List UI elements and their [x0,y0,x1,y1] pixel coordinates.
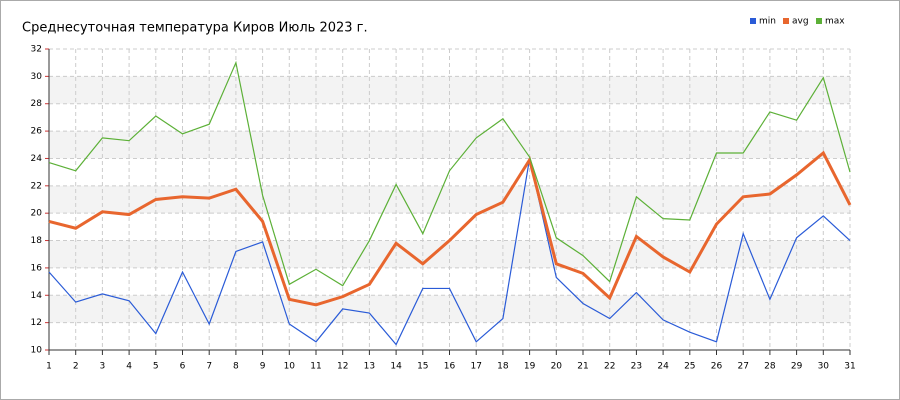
y-tick-label: 16 [31,263,43,273]
x-tick-label: 27 [737,362,748,372]
x-tick-label: 24 [657,362,669,372]
legend-swatch [750,18,756,24]
x-tick-label: 22 [604,362,615,372]
x-tick-label: 31 [844,362,855,372]
x-tick-label: 28 [764,362,776,372]
x-tick-label: 20 [551,362,563,372]
y-tick-label: 14 [31,291,43,301]
y-tick-label: 26 [31,127,43,137]
x-tick-label: 25 [684,362,695,372]
y-tick-label: 28 [31,99,43,109]
x-tick-label: 16 [444,362,456,372]
legend-label: avg [792,17,809,27]
y-tick-label: 30 [31,72,43,82]
y-tick-label: 32 [31,45,42,55]
x-tick-label: 29 [791,362,803,372]
series-line [48,150,852,307]
series-line [48,60,851,287]
x-tick-label: 17 [470,362,481,372]
x-tick-label: 8 [233,362,239,372]
x-tick-label: 26 [711,362,723,372]
x-tick-label: 6 [180,362,186,372]
y-tick-label: 20 [31,209,43,219]
y-tick-label: 22 [31,181,42,191]
chart-title: Среднесуточная температура Киров Июль 20… [22,21,368,36]
x-tick-label: 3 [100,362,106,372]
x-tick-label: 12 [337,362,348,372]
x-tick-label: 4 [126,362,132,372]
x-tick-label: 18 [497,362,509,372]
x-tick-label: 15 [417,362,428,372]
x-tick-label: 13 [364,362,375,372]
x-tick-label: 7 [206,362,212,372]
x-tick-label: 10 [284,362,296,372]
x-tick-label: 21 [577,362,588,372]
y-tick-label: 10 [31,346,43,356]
legend-label: max [825,17,845,27]
legend-swatch [783,18,789,24]
x-tick-label: 9 [260,362,266,372]
y-tick-label: 12 [31,318,42,328]
series-line [48,158,851,346]
legend-label: min [759,17,776,27]
x-tick-label: 14 [390,362,402,372]
x-tick-label: 23 [631,362,642,372]
x-tick-label: 11 [310,362,321,372]
x-tick-label: 1 [46,362,52,372]
x-tick-label: 19 [524,362,536,372]
y-tick-label: 24 [31,154,43,164]
x-tick-label: 2 [73,362,79,372]
legend-swatch [816,18,822,24]
y-tick-label: 18 [31,236,43,246]
x-tick-label: 30 [818,362,830,372]
x-tick-label: 5 [153,362,159,372]
